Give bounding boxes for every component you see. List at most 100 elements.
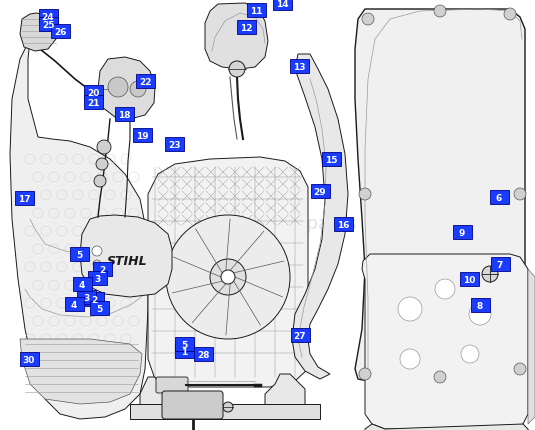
Text: 1: 1	[181, 347, 187, 356]
Text: 4: 4	[79, 280, 85, 289]
Polygon shape	[98, 58, 155, 120]
Text: 30: 30	[23, 355, 35, 364]
Text: 23: 23	[168, 141, 180, 150]
Circle shape	[93, 261, 101, 268]
Circle shape	[362, 14, 374, 26]
Circle shape	[359, 368, 371, 380]
FancyBboxPatch shape	[453, 225, 471, 240]
Text: 20: 20	[87, 89, 99, 98]
Circle shape	[210, 259, 246, 295]
Text: 21: 21	[87, 99, 100, 108]
FancyBboxPatch shape	[247, 4, 265, 18]
Polygon shape	[292, 55, 348, 379]
Text: 4: 4	[71, 300, 77, 309]
Circle shape	[108, 78, 128, 98]
FancyBboxPatch shape	[39, 18, 57, 32]
Circle shape	[504, 9, 516, 21]
Text: 22: 22	[139, 78, 151, 87]
FancyBboxPatch shape	[333, 218, 353, 231]
Circle shape	[130, 82, 146, 98]
FancyBboxPatch shape	[291, 328, 310, 342]
Text: 8: 8	[477, 301, 483, 310]
Text: 16: 16	[337, 221, 349, 230]
Text: 11: 11	[250, 7, 262, 16]
FancyBboxPatch shape	[39, 10, 57, 24]
Text: AccreditationSpares: AccreditationSpares	[177, 215, 358, 233]
Text: 7: 7	[497, 261, 503, 269]
Polygon shape	[20, 14, 56, 52]
FancyBboxPatch shape	[164, 138, 184, 152]
FancyBboxPatch shape	[14, 191, 34, 206]
Polygon shape	[10, 40, 148, 419]
Text: 6: 6	[496, 194, 502, 203]
Polygon shape	[20, 339, 142, 404]
FancyBboxPatch shape	[83, 86, 103, 100]
FancyBboxPatch shape	[114, 108, 134, 122]
Circle shape	[398, 297, 422, 321]
FancyBboxPatch shape	[470, 298, 490, 312]
Text: 2: 2	[91, 295, 97, 304]
FancyBboxPatch shape	[93, 262, 111, 276]
FancyBboxPatch shape	[77, 290, 96, 304]
FancyBboxPatch shape	[83, 96, 103, 110]
Polygon shape	[205, 4, 268, 70]
Text: 9: 9	[459, 228, 465, 237]
Circle shape	[96, 159, 108, 171]
Polygon shape	[140, 377, 175, 414]
Text: 2: 2	[99, 265, 105, 274]
FancyBboxPatch shape	[322, 153, 340, 166]
FancyBboxPatch shape	[133, 129, 151, 143]
FancyBboxPatch shape	[236, 21, 256, 35]
Circle shape	[229, 62, 245, 78]
Circle shape	[97, 141, 111, 155]
Text: 28: 28	[197, 350, 209, 359]
FancyBboxPatch shape	[19, 352, 39, 366]
Circle shape	[221, 270, 235, 284]
FancyBboxPatch shape	[490, 190, 508, 205]
Text: 25: 25	[42, 21, 54, 30]
Polygon shape	[130, 404, 320, 419]
Text: 10: 10	[463, 275, 475, 284]
Circle shape	[469, 303, 491, 325]
Text: 14: 14	[276, 0, 288, 9]
FancyBboxPatch shape	[162, 391, 223, 419]
Polygon shape	[528, 429, 535, 430]
FancyBboxPatch shape	[65, 297, 83, 311]
Circle shape	[359, 189, 371, 200]
FancyBboxPatch shape	[174, 344, 194, 358]
Text: 24: 24	[42, 13, 55, 22]
Circle shape	[434, 6, 446, 18]
FancyBboxPatch shape	[272, 0, 292, 11]
Text: 18: 18	[118, 111, 130, 120]
Circle shape	[166, 215, 290, 339]
FancyBboxPatch shape	[460, 272, 478, 286]
Circle shape	[434, 371, 446, 383]
Text: 3: 3	[83, 293, 89, 302]
Circle shape	[400, 349, 420, 369]
Text: 27: 27	[294, 331, 307, 340]
Circle shape	[482, 266, 498, 283]
Circle shape	[514, 189, 526, 200]
FancyBboxPatch shape	[50, 25, 70, 39]
Polygon shape	[265, 374, 305, 414]
FancyBboxPatch shape	[85, 292, 103, 306]
FancyBboxPatch shape	[135, 75, 155, 89]
Text: 5: 5	[96, 304, 102, 313]
Polygon shape	[365, 424, 528, 430]
Text: 5: 5	[181, 340, 187, 349]
Text: 19: 19	[136, 132, 148, 141]
FancyBboxPatch shape	[289, 60, 309, 74]
Text: 3: 3	[94, 274, 100, 283]
Circle shape	[223, 402, 233, 412]
FancyBboxPatch shape	[174, 337, 194, 351]
Text: 29: 29	[314, 187, 326, 197]
Text: 12: 12	[240, 24, 252, 33]
Text: 13: 13	[293, 63, 305, 72]
FancyBboxPatch shape	[89, 301, 109, 315]
Circle shape	[514, 363, 526, 375]
Text: 26: 26	[54, 28, 66, 37]
FancyBboxPatch shape	[194, 347, 212, 361]
FancyBboxPatch shape	[70, 247, 88, 261]
Circle shape	[94, 175, 106, 187]
Polygon shape	[528, 269, 535, 424]
